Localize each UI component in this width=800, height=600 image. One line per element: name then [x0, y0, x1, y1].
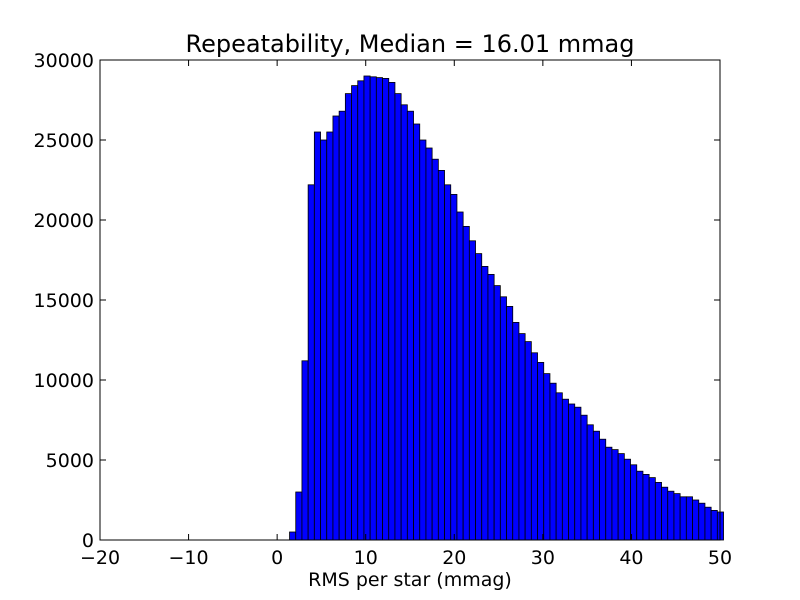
histogram-bar [685, 496, 693, 541]
histogram-bar [667, 490, 675, 541]
histogram-bar [332, 115, 340, 541]
histogram-bar [413, 123, 421, 541]
histogram-bar [382, 78, 390, 541]
histogram-bar [530, 352, 538, 541]
histogram-bar [400, 104, 408, 541]
histogram-bar [704, 506, 712, 541]
histogram-bar [475, 253, 483, 541]
histogram-bar [692, 499, 700, 541]
bars-group [289, 75, 724, 541]
histogram-bar [456, 211, 464, 541]
histogram-bar [549, 382, 557, 541]
histogram-bar [506, 305, 514, 541]
histogram-bar [679, 496, 687, 541]
x-tick-label: 40 [619, 547, 643, 569]
histogram-bar [369, 76, 377, 541]
histogram-bar [623, 458, 631, 541]
histogram-bar [654, 481, 662, 541]
histogram-bar [394, 93, 402, 541]
histogram-bar [437, 169, 445, 541]
histogram-bar [295, 491, 303, 541]
histogram-bar [301, 360, 309, 541]
histogram-bar [543, 373, 551, 541]
histogram-bar [406, 110, 414, 541]
y-tick-label: 15000 [34, 290, 94, 312]
histogram-bar [493, 285, 501, 541]
x-tick-label: −10 [169, 547, 209, 569]
histogram-bar [698, 502, 706, 541]
histogram-bar [710, 509, 718, 541]
histogram-bar [289, 531, 297, 541]
histogram-bar [555, 392, 563, 541]
y-tick-label: 25000 [34, 130, 94, 152]
histogram-bar [338, 110, 346, 541]
histogram-bar [326, 131, 334, 541]
histogram-bar [388, 82, 396, 541]
y-tick-label: 5000 [46, 450, 94, 472]
histogram-bar [431, 158, 439, 541]
histogram-bar [444, 184, 452, 541]
histogram-bar [592, 430, 600, 541]
x-axis-label: RMS per star (mmag) [308, 569, 512, 591]
histogram-bar [518, 333, 526, 541]
x-tick-label: 0 [271, 547, 283, 569]
ticks-group: −20 −10 0 10 20 30 40 50 0 5000 10000 15000 20000 250… [34, 50, 733, 569]
histogram-bar [611, 449, 619, 541]
histogram-bar [599, 438, 607, 541]
y-tick-label: 10000 [34, 370, 94, 392]
histogram-bar [648, 477, 656, 541]
x-tick-label: 50 [708, 547, 732, 569]
histogram-bar [320, 139, 328, 541]
histogram-bar [512, 321, 520, 541]
histogram-bar [499, 296, 507, 541]
histogram-bar [524, 341, 532, 541]
x-tick-label: −20 [80, 547, 120, 569]
histogram-bar [661, 486, 669, 541]
x-tick-label: 30 [531, 547, 555, 569]
histogram-bar [462, 225, 470, 541]
histogram-bar [313, 131, 321, 541]
histogram-bar [568, 403, 576, 541]
histogram-bar [481, 265, 489, 541]
histogram-bar [450, 193, 458, 541]
histogram-bar [357, 80, 365, 541]
histogram-bar [307, 184, 315, 541]
histogram-bar [419, 139, 427, 541]
histogram-bar [586, 424, 594, 541]
histogram-bar [605, 446, 613, 541]
histogram-bar [487, 273, 495, 541]
y-tick-label: 30000 [34, 50, 94, 72]
y-tick-label: 0 [82, 530, 94, 552]
histogram-bar [425, 147, 433, 541]
x-tick-label: 20 [442, 547, 466, 569]
histogram-bar [630, 464, 638, 541]
histogram-bar [673, 493, 681, 541]
histogram-bar [642, 473, 650, 541]
histogram-bar [617, 453, 625, 541]
histogram-bar [344, 93, 352, 541]
y-tick-label: 20000 [34, 210, 94, 232]
x-tick-label: 10 [354, 547, 378, 569]
histogram-bar [537, 361, 545, 541]
histogram-bar [375, 77, 383, 541]
chart-title: Repeatability, Median = 16.01 mmag [186, 30, 635, 58]
histogram-bar [574, 406, 582, 541]
histogram-bar [468, 240, 476, 541]
histogram-bar [363, 75, 371, 541]
plot-frame [99, 59, 721, 541]
histogram-bar [561, 398, 569, 541]
histogram-bar [580, 414, 588, 541]
histogram-bar [351, 85, 359, 541]
histogram-bar [636, 470, 644, 541]
